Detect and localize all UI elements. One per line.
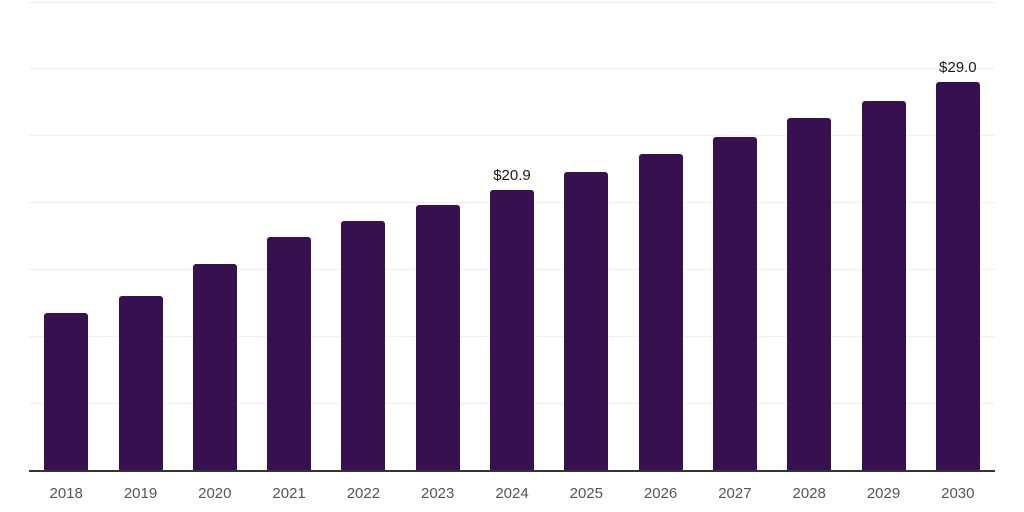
- x-axis-label-2029: 2029: [866, 485, 901, 502]
- x-axis-label-2018: 2018: [49, 485, 83, 502]
- x-axis-label-2020: 2020: [198, 485, 232, 502]
- bar-2018: [44, 313, 89, 470]
- bar-2024: [490, 190, 534, 470]
- bar-2030: [935, 81, 980, 470]
- bar-2026: [638, 154, 683, 470]
- x-axis-label-2027: 2027: [718, 485, 752, 502]
- bar-value-label-2024: $20.9: [493, 167, 531, 185]
- x-axis-label-2030: 2030: [941, 485, 975, 502]
- bar-2027: [712, 136, 757, 470]
- gridline: [29, 1, 995, 3]
- bar-2023: [415, 205, 460, 470]
- bar-2019: [118, 296, 163, 470]
- gridline: [29, 68, 995, 70]
- x-axis-label-2025: 2025: [569, 485, 603, 502]
- x-axis-label-2019: 2019: [123, 485, 158, 502]
- bar-2021: [267, 237, 312, 470]
- gridline: [29, 135, 995, 137]
- bar-2028: [787, 118, 832, 470]
- bar-2029: [861, 100, 906, 470]
- x-axis-label-2028: 2028: [792, 485, 826, 502]
- x-axis-label-2022: 2022: [346, 485, 381, 502]
- x-axis-label-2023: 2023: [421, 485, 455, 502]
- x-axis-label-2026: 2026: [643, 485, 678, 502]
- x-axis-label-2024: 2024: [495, 485, 529, 502]
- bar-2020: [192, 263, 237, 470]
- bar-2025: [564, 171, 609, 470]
- bar-2022: [341, 221, 386, 470]
- x-axis-label-2021: 2021: [272, 485, 306, 502]
- x-axis-line: [29, 469, 995, 472]
- bar-value-label-2030: $29.0: [939, 58, 977, 76]
